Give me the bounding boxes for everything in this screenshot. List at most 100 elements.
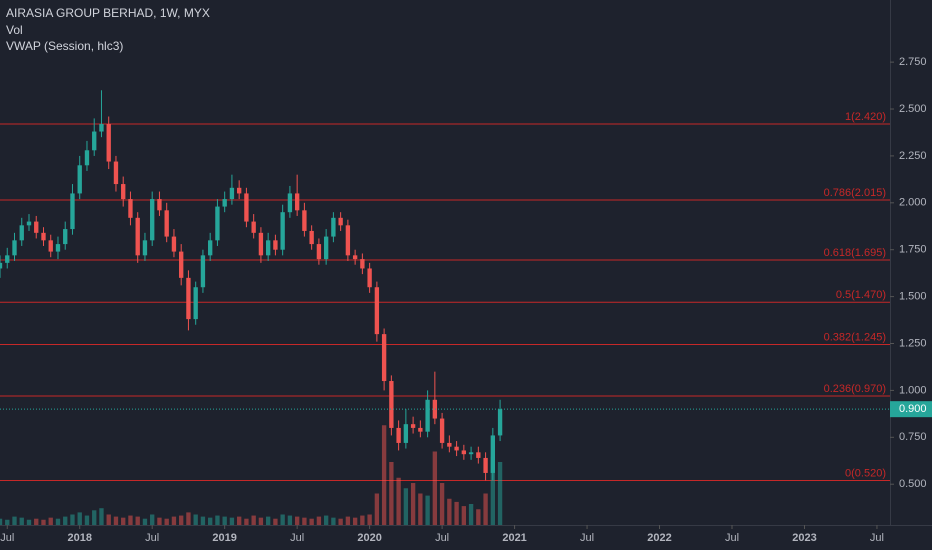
candle-body	[454, 446, 459, 451]
candle-body	[208, 240, 213, 256]
candle-body	[352, 255, 358, 260]
volume-bar	[265, 516, 271, 525]
candle-body	[84, 150, 90, 166]
volume-bar	[0, 518, 3, 525]
volume-bar	[345, 516, 351, 525]
candle-body	[222, 199, 227, 207]
volume-bar	[121, 517, 126, 525]
volume-bar	[164, 518, 169, 525]
volume-bar	[244, 518, 249, 525]
candle-body	[0, 262, 3, 269]
candle-body	[360, 259, 365, 269]
volume-bar	[389, 462, 394, 525]
y-tick-label: 1.000	[899, 384, 927, 396]
candle-body	[19, 225, 24, 241]
volume-bar	[287, 515, 293, 525]
candle-body	[55, 244, 61, 252]
candle-body	[338, 217, 343, 226]
candle-body	[106, 124, 111, 162]
volume-bar	[490, 456, 496, 525]
volume-bar	[251, 515, 256, 525]
volume-bar	[99, 508, 104, 525]
volume-bar	[26, 519, 32, 525]
marks: 0.500 0.750 1.000 1.250 1.500 1.750 2.000 2.250…	[0, 56, 932, 544]
volume-bar	[200, 516, 206, 525]
volume-bar	[63, 516, 68, 525]
x-tick-label: 2023	[792, 532, 816, 544]
volume-bar	[19, 517, 24, 525]
volume-bar	[70, 514, 75, 525]
candle-body	[236, 187, 242, 194]
candle-body	[381, 334, 387, 382]
volume-bar	[476, 509, 481, 525]
volume-bar	[468, 504, 474, 525]
candle-body	[12, 240, 17, 256]
volume-bar	[461, 506, 467, 525]
x-tick-label: Jul	[435, 532, 449, 544]
volume-bar	[316, 516, 322, 525]
volume-bar	[208, 517, 213, 525]
volume-bar	[280, 514, 285, 525]
volume-bar	[34, 518, 39, 525]
y-tick-label: 0.500	[899, 478, 927, 490]
candle-body	[63, 229, 68, 245]
volume-bar	[41, 519, 46, 525]
candle-body	[476, 452, 481, 458]
candle-body	[345, 225, 351, 256]
candle-body	[309, 230, 314, 245]
volume-bar	[439, 483, 445, 525]
candle-body	[77, 165, 82, 194]
fib-label: 0.786(2.015)	[824, 187, 886, 199]
candle-body	[287, 193, 293, 213]
fib-label: 0(0.520)	[845, 467, 886, 479]
candle-body	[186, 277, 191, 320]
x-tick-label: Jul	[145, 532, 159, 544]
y-tick-label: 2.000	[899, 197, 927, 209]
y-tick-label: 2.250	[899, 150, 927, 162]
volume-bar	[48, 517, 53, 525]
fib-label: 0.236(0.970)	[824, 383, 886, 395]
candle-body	[70, 193, 75, 230]
y-tick-label: 1.250	[899, 337, 927, 349]
volume-bar	[331, 517, 336, 525]
y-tick-label: 1.750	[899, 244, 927, 256]
volume-bar	[294, 516, 300, 525]
x-tick-label: 2022	[647, 532, 671, 544]
x-tick-label: 2018	[67, 532, 91, 544]
volume-bar	[497, 462, 503, 525]
x-tick-label: Jul	[290, 532, 304, 544]
candle-body	[193, 287, 198, 320]
candle-body	[490, 435, 496, 473]
x-tick-label: Jul	[870, 532, 884, 544]
volume-bar	[150, 514, 155, 525]
volume-bar	[171, 516, 177, 525]
candle-body	[92, 131, 97, 151]
volume-bar	[454, 501, 459, 525]
candle-body	[26, 221, 32, 226]
candle-body	[34, 221, 39, 233]
candle-body	[99, 124, 104, 132]
last-price-label: 0.900	[899, 403, 927, 415]
fib-label: 0.382(1.245)	[824, 331, 886, 343]
volume-bar	[381, 425, 387, 525]
volume-bar	[323, 515, 329, 525]
candle-body	[389, 381, 394, 428]
candle-body	[367, 268, 372, 288]
volume-bar	[193, 514, 198, 525]
candle-body	[113, 161, 119, 185]
candle-body	[439, 418, 445, 443]
candle-body	[323, 236, 329, 260]
candle-body	[265, 240, 271, 256]
volume-bar	[5, 519, 10, 525]
fib-label: 1(2.420)	[845, 111, 886, 123]
volume-bar	[338, 518, 343, 525]
volume-bar	[179, 515, 184, 525]
candle-body	[164, 210, 169, 237]
candle-body	[157, 199, 162, 211]
volume-bar	[92, 510, 97, 525]
fib-label: 0.618(1.695)	[824, 247, 886, 259]
volume-bar	[410, 483, 416, 525]
chart-title: AIRASIA GROUP BERHAD, 1W, MYX	[6, 6, 210, 20]
